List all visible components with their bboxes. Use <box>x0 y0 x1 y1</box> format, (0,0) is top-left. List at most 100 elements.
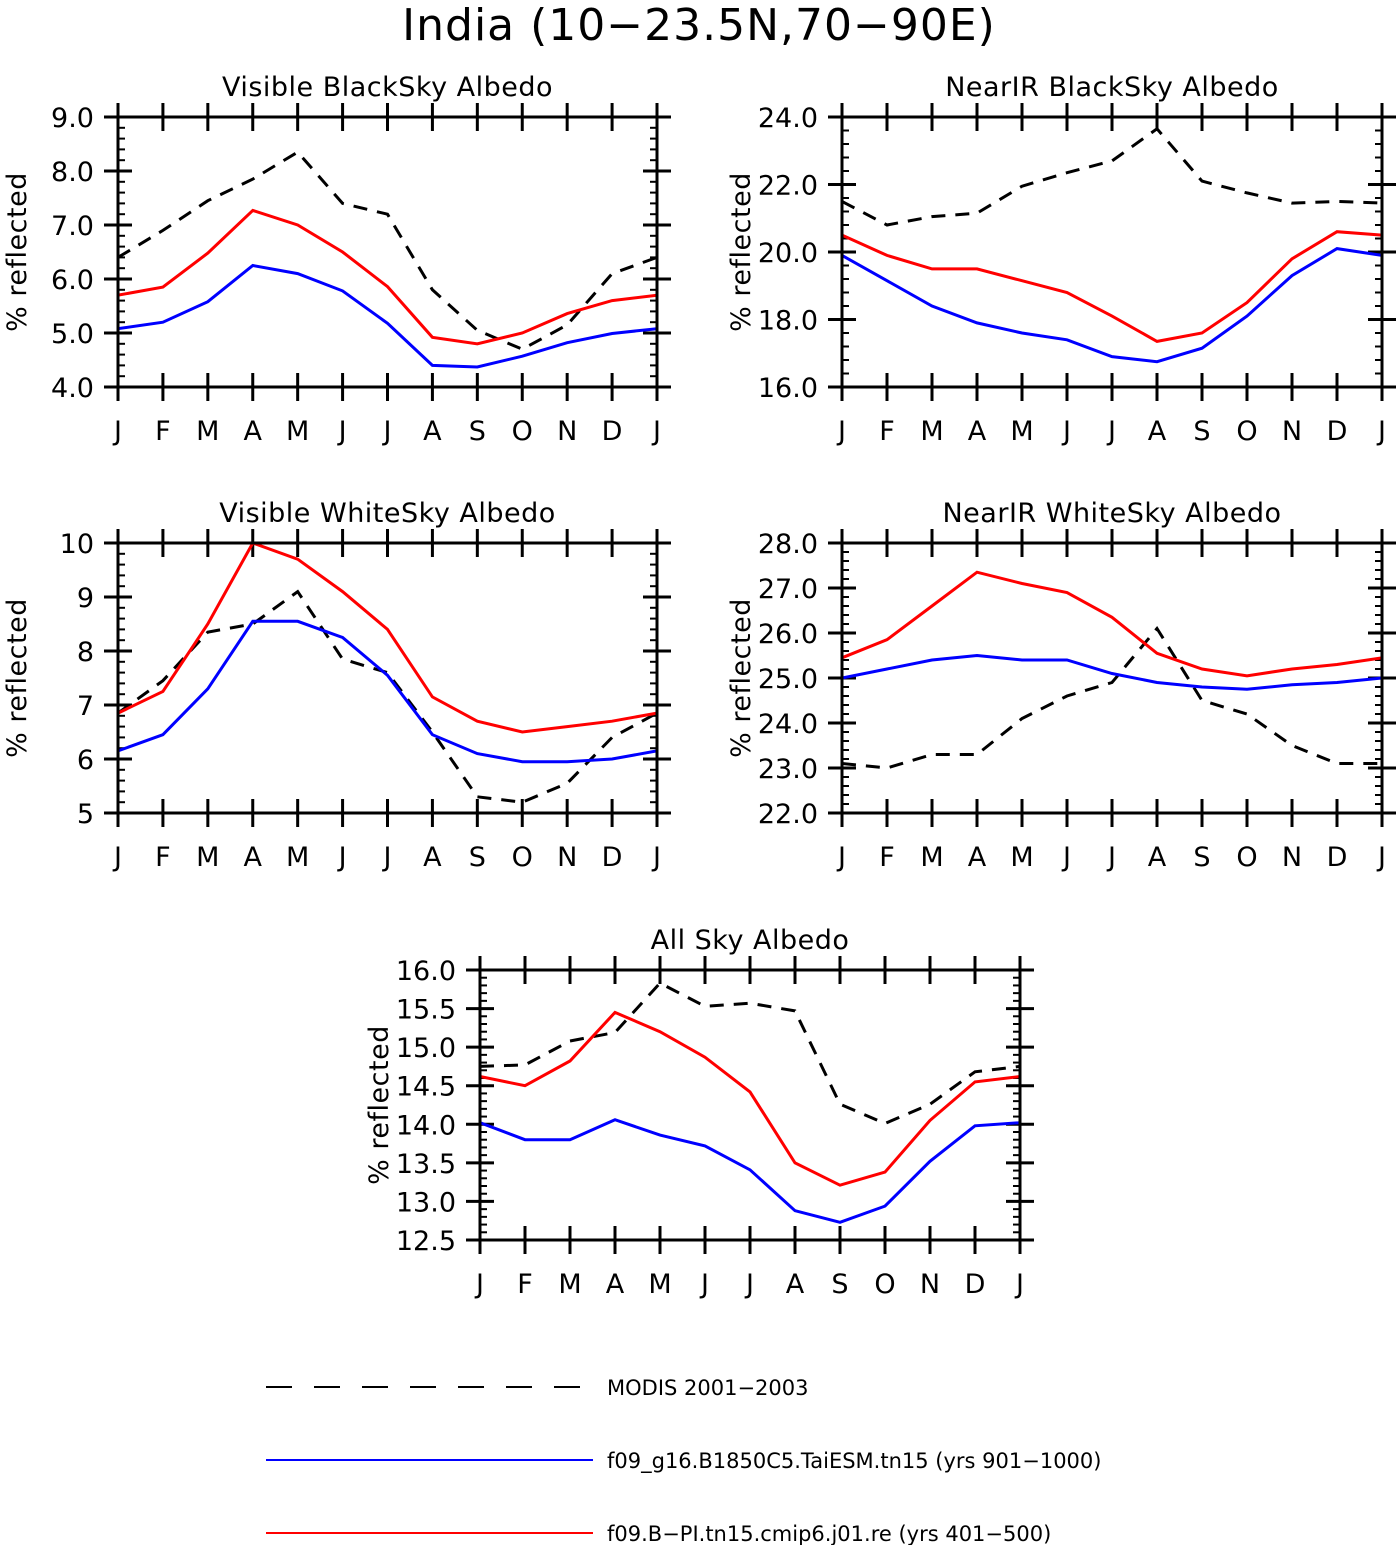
y-tick-label: 10 <box>60 529 94 560</box>
y-tick-label: 8 <box>77 637 94 668</box>
series-line-1 <box>842 625 1382 770</box>
y-tick-label: 13.5 <box>396 1149 456 1180</box>
y-tick-label: 9 <box>77 583 94 614</box>
plot-frame <box>478 968 1022 1242</box>
y-tick-label: 5.0 <box>51 319 94 350</box>
x-tick-label: J <box>1106 416 1116 447</box>
x-tick-label: A <box>1148 842 1167 873</box>
x-tick-label: J <box>744 1269 754 1300</box>
y-tick-label: 24.0 <box>758 709 818 740</box>
x-tick-label: F <box>155 416 171 447</box>
series-line-1 <box>480 981 1020 1126</box>
y-tick-label: 22.0 <box>758 171 818 202</box>
x-tick-label: O <box>512 842 533 873</box>
x-tick-label: J <box>1106 842 1116 873</box>
x-tick-label: D <box>602 416 623 447</box>
x-tick-label: J <box>1014 1269 1024 1300</box>
y-axis-label: % reflected <box>2 598 33 758</box>
x-tick-label: S <box>469 842 486 873</box>
x-tick-label: O <box>874 1269 895 1300</box>
x-tick-label: O <box>1236 842 1257 873</box>
x-tick-label: A <box>244 416 263 447</box>
x-tick-label: N <box>557 842 577 873</box>
x-tick-label: O <box>1236 416 1257 447</box>
chart-panel-3: Visible WhiteSky Albedo % reflected 5 6 7 8 9 1… <box>2 498 671 873</box>
x-tick-label: D <box>602 842 623 873</box>
series-line-3 <box>480 1010 1020 1187</box>
x-tick-label: A <box>786 1269 805 1300</box>
x-tick-label: M <box>1010 842 1033 873</box>
x-tick-label: F <box>517 1269 533 1300</box>
x-tick-label: J <box>1061 842 1071 873</box>
legend-label-3: f09.B−PI.tn15.cmip6.j01.re (yrs 401−500) <box>607 1522 1051 1545</box>
x-tick-label: D <box>965 1269 986 1300</box>
x-tick-label: N <box>1282 416 1302 447</box>
x-tick-label: M <box>196 416 219 447</box>
x-tick-label: M <box>648 1269 671 1300</box>
plot-frame <box>840 541 1384 815</box>
x-tick-label: F <box>879 416 895 447</box>
chart-panel-1: Visible BlackSky Albedo % reflected 4.0 5.0… <box>2 72 671 447</box>
x-tick-label: J <box>1061 416 1071 447</box>
y-tick-label: 9.0 <box>51 103 94 134</box>
x-tick-label: S <box>831 1269 848 1300</box>
y-tick-label: 8.0 <box>51 157 94 188</box>
series-line-1 <box>118 150 657 351</box>
legend: MODIS 2001−2003 f09_g16.B1850C5.TaiESM.tn… <box>266 1376 1101 1545</box>
y-tick-label: 6.0 <box>51 265 94 296</box>
plot-frame <box>840 115 1384 389</box>
x-tick-label: A <box>968 416 987 447</box>
x-tick-label: A <box>244 842 263 873</box>
x-tick-label: J <box>651 842 661 873</box>
y-tick-label: 14.0 <box>396 1110 456 1141</box>
series-line-3 <box>118 208 657 346</box>
y-tick-label: 23.0 <box>758 754 818 785</box>
x-tick-label: A <box>1148 416 1167 447</box>
x-tick-label: N <box>557 416 577 447</box>
y-tick-label: 6 <box>77 745 94 776</box>
chart-title: Visible WhiteSky Albedo <box>219 498 556 529</box>
y-tick-label: 27.0 <box>758 574 818 605</box>
x-tick-label: M <box>920 842 943 873</box>
y-tick-label: 5 <box>77 799 94 830</box>
chart-title: NearIR WhiteSky Albedo <box>942 498 1281 529</box>
y-tick-label: 7.0 <box>51 211 94 242</box>
legend-label-2: f09_g16.B1850C5.TaiESM.tn15 (yrs 901−100… <box>607 1449 1101 1474</box>
y-axis-label: % reflected <box>364 1025 395 1185</box>
x-tick-label: A <box>606 1269 625 1300</box>
y-tick-label: 16.0 <box>758 373 818 404</box>
x-tick-label: M <box>286 416 309 447</box>
x-tick-label: J <box>1376 842 1386 873</box>
x-tick-label: M <box>196 842 219 873</box>
x-tick-label: O <box>512 416 533 447</box>
x-tick-label: D <box>1327 416 1348 447</box>
x-tick-label: J <box>651 416 661 447</box>
y-tick-label: 20.0 <box>758 238 818 269</box>
series-line-2 <box>480 1118 1020 1224</box>
y-axis-label: % reflected <box>726 598 757 758</box>
x-tick-label: J <box>474 1269 484 1300</box>
y-tick-label: 24.0 <box>758 103 818 134</box>
y-tick-label: 22.0 <box>758 799 818 830</box>
chart-panel-5: All Sky Albedo % reflected 12.5 13.0 13.5 14.… <box>364 925 1034 1300</box>
x-tick-label: M <box>920 416 943 447</box>
x-tick-label: M <box>558 1269 581 1300</box>
x-tick-label: S <box>469 416 486 447</box>
y-axis-label: % reflected <box>726 172 757 332</box>
x-tick-label: A <box>423 416 442 447</box>
chart-title: All Sky Albedo <box>651 925 850 956</box>
y-tick-label: 18.0 <box>758 306 818 337</box>
chart-panel-4: NearIR WhiteSky Albedo % reflected 22.0 23.… <box>726 498 1396 873</box>
legend-label-1: MODIS 2001−2003 <box>607 1376 809 1400</box>
series-line-3 <box>842 570 1382 678</box>
x-tick-label: J <box>699 1269 709 1300</box>
x-tick-label: J <box>337 416 347 447</box>
y-tick-label: 4.0 <box>51 373 94 404</box>
x-tick-label: D <box>1327 842 1348 873</box>
x-tick-label: J <box>382 416 392 447</box>
x-tick-label: J <box>112 416 122 447</box>
x-tick-label: J <box>1376 416 1386 447</box>
series-line-3 <box>118 543 657 734</box>
chart-panel-2: NearIR BlackSky Albedo % reflected 16.0 18.… <box>726 72 1396 447</box>
